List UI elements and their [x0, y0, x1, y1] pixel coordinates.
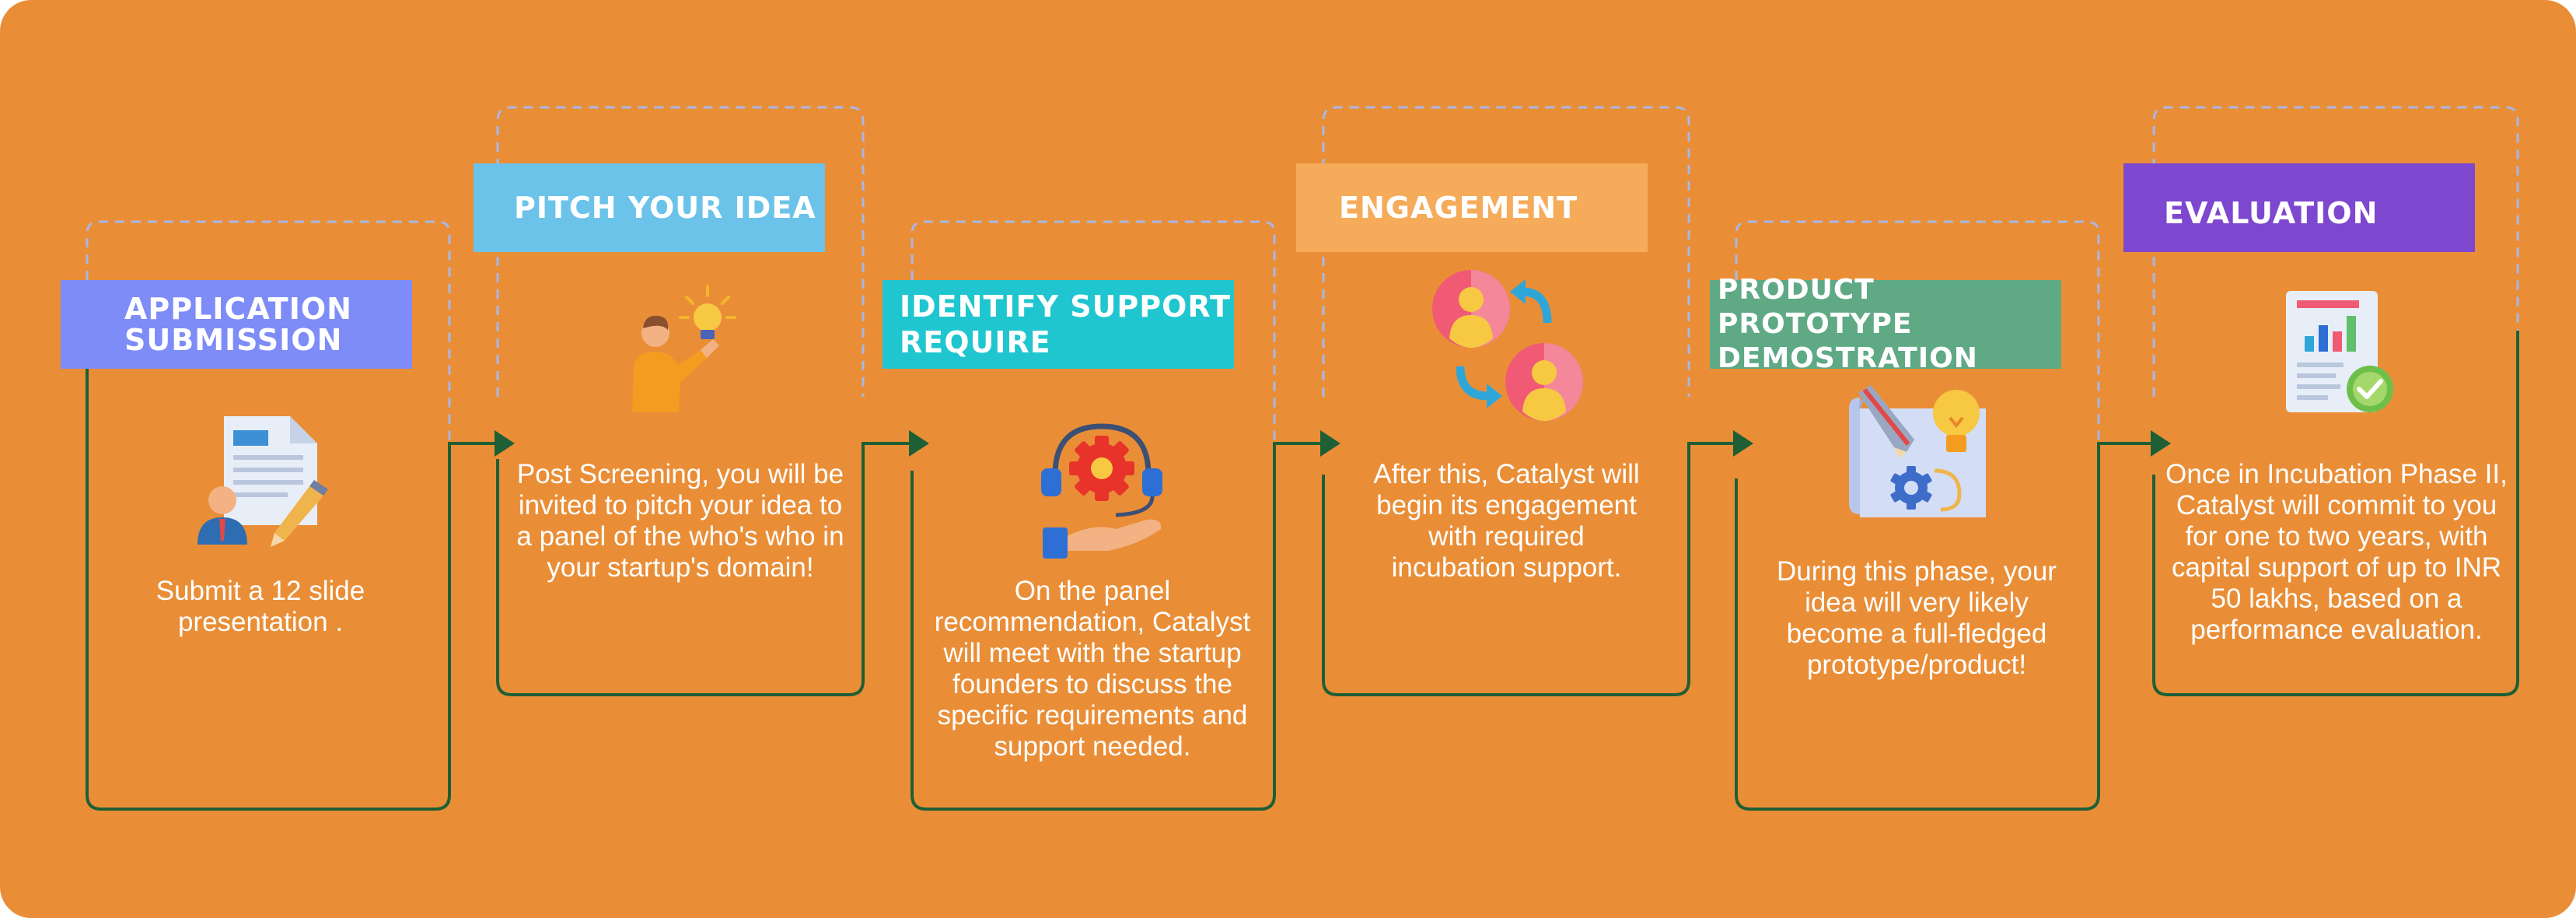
step-1-description: Submit a 12 slide presentation . [156, 576, 365, 637]
step-1-label-line-2: SUBMISSION [124, 323, 343, 357]
person-with-idea-bulb-icon [632, 285, 736, 412]
step-6-label-line-1: EVALUATION [2164, 196, 2379, 230]
step-3-label-line-2: REQUIRE [900, 325, 1051, 359]
step-2-solid-frame [496, 442, 912, 696]
step-5-description: During this phase, your idea will very l… [1777, 556, 2057, 680]
step-6-label: EVALUATION [2123, 163, 2475, 252]
step-2-label-line-1: PITCH YOUR IDEA [514, 191, 816, 225]
step-4-solid-frame [1322, 442, 1736, 696]
step-3-label: IDENTIFY SUPPORT REQUIRE [883, 280, 1234, 369]
step-5-label-line-2: DEMOSTRATION [1718, 342, 1978, 374]
step-4-label-line-1: ENGAGEMENT [1339, 191, 1578, 225]
document-with-user-and-pencil-icon [197, 416, 328, 547]
arrow-head-icon [909, 430, 929, 457]
prototype-blueprint-gear-bulb-icon [1849, 385, 1986, 517]
step-4-label: ENGAGEMENT [1296, 163, 1648, 252]
step-1-dashed-frame [86, 220, 451, 440]
arrow-head-icon [2151, 430, 2171, 457]
step-3-label-line-1: IDENTIFY SUPPORT [900, 289, 1231, 324]
step-1-label: APPLICATION SUBMISSION [61, 280, 412, 369]
support-gear-hand-headset-icon [1041, 423, 1162, 559]
step-6-dashed-frame [2152, 106, 2519, 397]
step-2-label: PITCH YOUR IDEA [474, 163, 825, 252]
step-2-description: Post Screening, you will be invited to p… [516, 459, 844, 583]
step-6-description: Once in Incubation Phase II, Catalyst wi… [2165, 459, 2508, 645]
step-6-solid-frame [2152, 331, 2519, 696]
step-4-dashed-frame [1322, 106, 1690, 397]
step-4-description: After this, Catalyst will begin its enga… [1373, 459, 1640, 583]
step-3-solid-frame [911, 442, 1323, 811]
step-5-label: PRODUCT PROTOTYPE DEMOSTRATION [1710, 274, 2061, 374]
report-with-check-icon [2286, 291, 2393, 412]
arrow-head-icon [495, 430, 515, 457]
step-5-dashed-frame [1735, 220, 2100, 440]
step-3-dashed-frame [911, 220, 1276, 440]
step-5-solid-frame [1735, 442, 2154, 811]
step-5-label-line-1: PRODUCT PROTOTYPE [1718, 274, 1913, 340]
step-1-solid-frame [86, 366, 498, 811]
two-users-exchange-arrows-icon [1432, 270, 1583, 421]
step-1-label-line-1: APPLICATION [124, 292, 352, 326]
arrow-head-icon [1733, 430, 1753, 457]
arrow-head-icon [1320, 430, 1340, 457]
step-3-description: On the panel recommendation, Catalyst wi… [934, 576, 1251, 762]
step-2-dashed-frame [496, 106, 865, 397]
